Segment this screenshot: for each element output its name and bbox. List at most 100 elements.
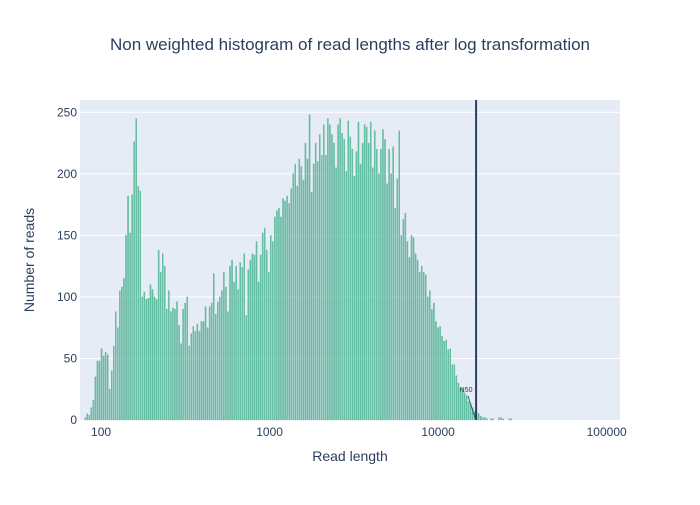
- histogram-bar: [139, 190, 142, 421]
- histogram-bar: [280, 216, 282, 421]
- histogram-bar: [166, 309, 168, 421]
- histogram-bar: [416, 259, 419, 421]
- histogram-bar: [92, 400, 95, 421]
- histogram-bar: [115, 311, 117, 421]
- histogram-bar: [451, 364, 454, 421]
- histogram-bar: [190, 333, 192, 421]
- histogram-bar: [133, 141, 135, 421]
- histogram-bar: [310, 192, 313, 421]
- histogram-bar: [257, 282, 260, 421]
- histogram-bar: [129, 232, 131, 421]
- y-tick-label: 150: [57, 228, 77, 242]
- histogram-bar: [327, 118, 329, 421]
- histogram-bar: [325, 155, 327, 421]
- histogram-bar: [363, 124, 366, 421]
- histogram-bar: [392, 146, 394, 421]
- histogram-bar: [184, 302, 186, 421]
- histogram-bar: [412, 237, 415, 421]
- histogram-bar: [168, 290, 170, 421]
- n50-arrow: [467, 395, 476, 419]
- histogram-bar: [119, 290, 121, 421]
- histogram-bar: [125, 235, 127, 421]
- histogram-bar: [143, 291, 146, 421]
- histogram-bar: [306, 158, 309, 421]
- histogram-bar: [127, 195, 129, 421]
- histogram-bar: [176, 301, 178, 421]
- histogram-bar: [390, 173, 392, 421]
- histogram-bar: [359, 163, 362, 421]
- histogram-bar: [386, 183, 388, 421]
- histogram-bar: [484, 417, 486, 421]
- histogram-bar: [298, 158, 301, 421]
- histogram-bar: [278, 208, 280, 421]
- histogram-bar: [302, 179, 305, 421]
- histogram-bar: [404, 213, 407, 421]
- histogram-bar: [449, 348, 451, 421]
- histogram-bar: [410, 235, 413, 421]
- histogram-bar: [345, 171, 347, 421]
- histogram-bar: [396, 178, 398, 421]
- histogram-bar: [290, 188, 292, 421]
- histogram-bar: [153, 296, 156, 421]
- histogram-bar: [425, 274, 427, 421]
- histogram-bar: [486, 418, 488, 421]
- x-tick-label: 10000: [421, 425, 455, 439]
- histogram-bar: [182, 309, 184, 421]
- histogram-bar: [384, 139, 386, 421]
- histogram-bar: [437, 327, 439, 421]
- histogram-bar: [408, 257, 411, 421]
- histogram-bar: [188, 346, 190, 421]
- histogram-bars: [84, 114, 513, 421]
- histogram-bar: [145, 299, 148, 421]
- histogram-bar: [94, 376, 97, 421]
- histogram-bar: [308, 114, 311, 421]
- histogram-bar: [282, 198, 284, 421]
- histogram-bar: [347, 120, 350, 421]
- histogram-bar: [104, 352, 107, 421]
- histogram-bar: [378, 173, 380, 421]
- histogram-bar: [394, 208, 396, 421]
- histogram-bar: [111, 370, 113, 421]
- histogram-bar: [274, 216, 276, 421]
- histogram-bar: [312, 163, 315, 421]
- histogram-bar: [333, 142, 335, 421]
- histogram-bar: [98, 360, 101, 421]
- histogram-bar: [323, 124, 325, 421]
- histogram-bar: [349, 136, 352, 421]
- histogram-bar: [137, 186, 139, 421]
- histogram-bar: [388, 149, 390, 421]
- histogram-bar: [400, 235, 403, 421]
- histogram-bar: [223, 272, 225, 421]
- histogram-bar: [221, 290, 223, 421]
- histogram-bar: [123, 278, 125, 421]
- histogram-bar: [296, 186, 299, 421]
- histogram-bar: [445, 339, 447, 421]
- histogram-bar: [100, 348, 103, 421]
- histogram-bar: [235, 266, 237, 421]
- histogram-bar: [106, 354, 109, 421]
- y-axis-ticks: 0 50 100 150 200 250: [57, 105, 77, 427]
- histogram-bar: [272, 241, 274, 421]
- histogram-bar: [225, 286, 227, 421]
- histogram-bar: [164, 266, 166, 421]
- histogram-bar: [237, 289, 239, 421]
- histogram-bar: [241, 267, 243, 421]
- histogram-bar: [170, 311, 172, 421]
- histogram-bar: [292, 173, 294, 421]
- histogram-bar: [157, 250, 160, 421]
- y-axis-label: Number of reads: [21, 208, 37, 312]
- y-tick-label: 0: [70, 413, 77, 427]
- histogram-bar: [206, 327, 209, 421]
- histogram-bar: [217, 301, 219, 421]
- histogram-bar: [429, 290, 431, 421]
- histogram-bar: [402, 219, 405, 421]
- histogram-bar: [180, 343, 182, 421]
- histogram-bar: [490, 418, 492, 421]
- histogram-bar: [268, 272, 270, 421]
- histogram-bar: [372, 167, 374, 421]
- histogram-bar: [243, 253, 246, 421]
- histogram-bar: [108, 389, 111, 421]
- histogram-bar: [418, 272, 421, 421]
- histogram-bar: [500, 417, 502, 421]
